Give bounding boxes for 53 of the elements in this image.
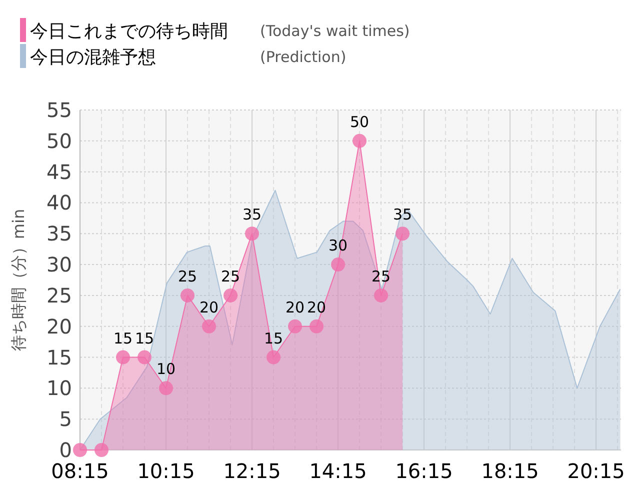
x-tick-label: 20:15 bbox=[567, 459, 625, 483]
point bbox=[116, 350, 130, 364]
y-tick-label: 20 bbox=[46, 314, 72, 338]
x-tick-label: 08:15 bbox=[51, 459, 109, 483]
point bbox=[138, 350, 152, 364]
text: (Today's wait times) bbox=[260, 22, 410, 40]
data-label: 15 bbox=[264, 329, 284, 348]
point bbox=[374, 288, 388, 302]
data-label: 35 bbox=[392, 206, 412, 224]
data-label: 20 bbox=[306, 298, 326, 316]
y-axis-title: 待ち時間（分）min bbox=[9, 208, 28, 352]
y-tick-label: 50 bbox=[46, 128, 72, 153]
y-tick-label: 0 bbox=[59, 438, 72, 462]
y-tick-label: 5 bbox=[59, 407, 72, 432]
x-tick-label: 12:15 bbox=[223, 459, 281, 483]
point bbox=[180, 288, 195, 302]
point bbox=[310, 319, 324, 334]
point bbox=[352, 134, 367, 148]
data-label: 25 bbox=[178, 267, 198, 286]
legend-label: 今日の混雑予想 bbox=[30, 47, 156, 68]
data-label: 15 bbox=[113, 329, 133, 348]
data-label: 50 bbox=[350, 112, 370, 131]
y-tick-label: 25 bbox=[46, 283, 72, 308]
x-tick-label: 18:15 bbox=[481, 459, 539, 483]
y-tick-label: 45 bbox=[46, 160, 72, 184]
data-label: 20 bbox=[285, 298, 305, 316]
point bbox=[331, 258, 346, 272]
point bbox=[245, 226, 260, 241]
data-label: 10 bbox=[156, 360, 176, 378]
data-label: 15 bbox=[134, 329, 154, 348]
text: (Prediction) bbox=[260, 48, 346, 66]
data-label: 20 bbox=[199, 298, 219, 316]
point bbox=[266, 350, 281, 364]
point bbox=[73, 443, 87, 457]
point bbox=[288, 319, 302, 334]
point bbox=[202, 319, 216, 334]
data-label: 25 bbox=[371, 267, 391, 286]
point bbox=[396, 226, 410, 241]
point bbox=[94, 443, 108, 457]
data-label: 30 bbox=[328, 236, 348, 255]
data-label: 35 bbox=[242, 206, 262, 224]
y-tick-label: 55 bbox=[46, 98, 72, 122]
point bbox=[224, 288, 238, 302]
point bbox=[159, 381, 174, 396]
y-tick-label: 15 bbox=[46, 345, 72, 370]
x-tick-label: 14:15 bbox=[309, 459, 367, 483]
y-tick-label: 35 bbox=[46, 222, 72, 246]
x-tick-label: 10:15 bbox=[137, 459, 195, 483]
legend-label: 今日これまでの待ち時間 bbox=[30, 21, 228, 42]
y-tick-label: 40 bbox=[46, 190, 72, 215]
y-tick-label: 30 bbox=[46, 252, 72, 277]
y-tick-label: 10 bbox=[46, 376, 72, 400]
x-tick-label: 16:15 bbox=[395, 459, 453, 483]
